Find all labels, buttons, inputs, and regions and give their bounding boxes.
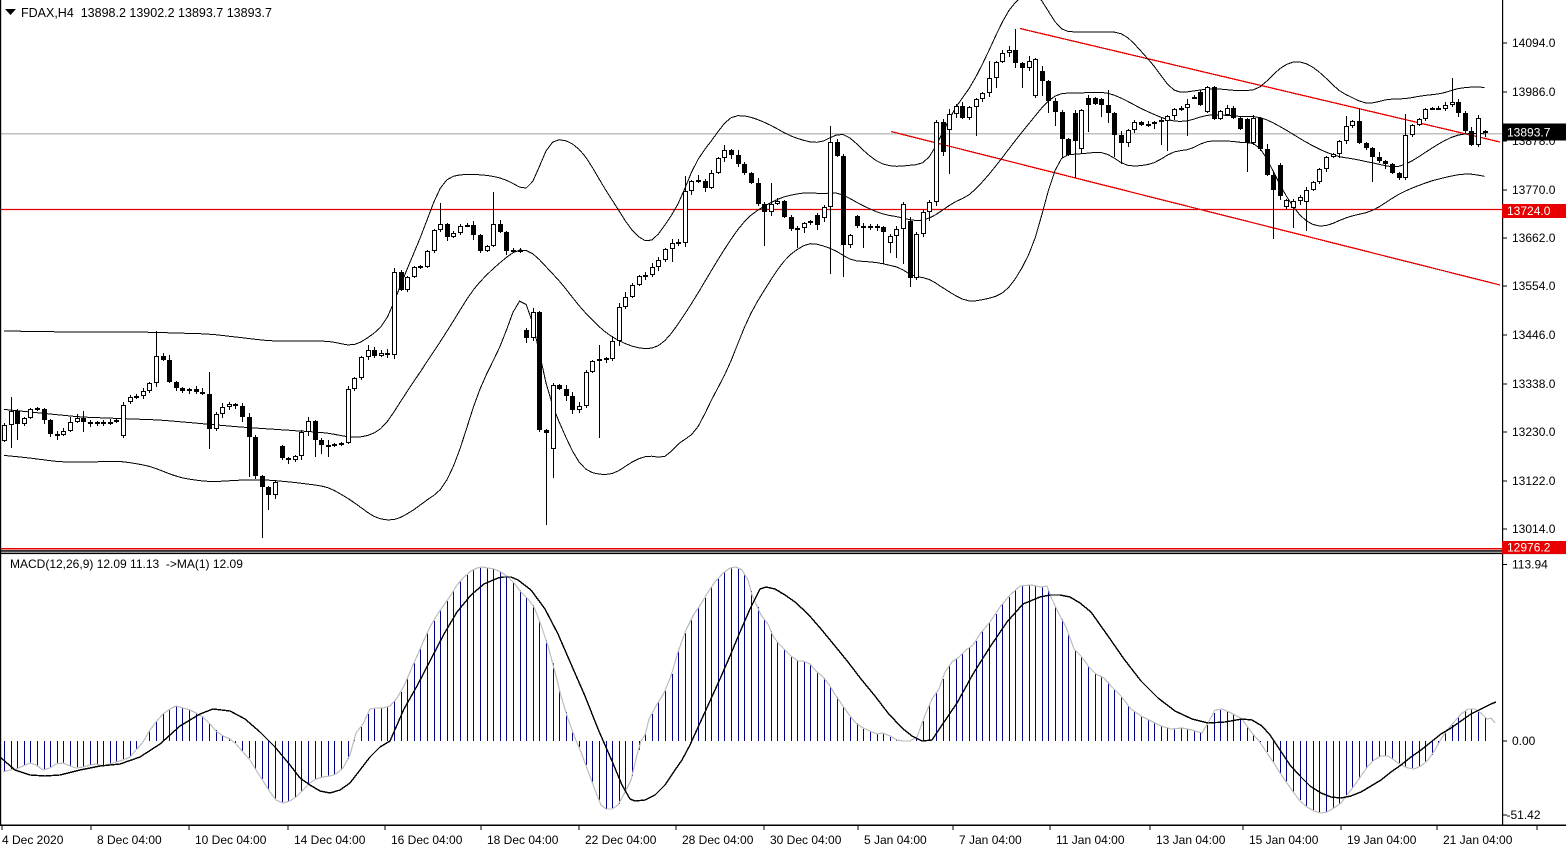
svg-text:113.94: 113.94 — [1512, 558, 1548, 572]
svg-text:18 Dec 04:00: 18 Dec 04:00 — [487, 833, 559, 847]
svg-text:7 Jan 04:00: 7 Jan 04:00 — [959, 833, 1022, 847]
svg-text:0.00: 0.00 — [1512, 734, 1536, 748]
svg-text:12976.2: 12976.2 — [1507, 541, 1551, 555]
svg-text:19 Jan 04:00: 19 Jan 04:00 — [1347, 833, 1417, 847]
svg-text:13770.0: 13770.0 — [1512, 183, 1556, 197]
svg-text:14094.0: 14094.0 — [1512, 36, 1556, 50]
svg-text:MACD(12,26,9) 12.09 11.13 ->M: MACD(12,26,9) 12.09 11.13 ->MA(1) 12.09 — [10, 557, 243, 571]
svg-text:-51.42: -51.42 — [1507, 808, 1541, 822]
svg-text:13724.0: 13724.0 — [1507, 204, 1551, 218]
svg-text:13893.7: 13893.7 — [1507, 126, 1551, 140]
svg-text:13230.0: 13230.0 — [1512, 425, 1556, 439]
svg-text:13014.0: 13014.0 — [1512, 522, 1556, 536]
svg-text:13 Jan 04:00: 13 Jan 04:00 — [1156, 833, 1226, 847]
svg-text:15 Jan 04:00: 15 Jan 04:00 — [1249, 833, 1319, 847]
svg-text:11 Jan 04:00: 11 Jan 04:00 — [1056, 833, 1125, 847]
svg-text:13554.0: 13554.0 — [1512, 279, 1556, 293]
svg-text:13122.0: 13122.0 — [1512, 474, 1556, 488]
svg-text:13446.0: 13446.0 — [1512, 328, 1556, 342]
svg-text:8 Dec 04:00: 8 Dec 04:00 — [97, 833, 162, 847]
svg-text:4 Dec 2020: 4 Dec 2020 — [2, 833, 64, 847]
svg-text:13338.0: 13338.0 — [1512, 377, 1556, 391]
svg-text:13662.0: 13662.0 — [1512, 231, 1556, 245]
svg-text:16 Dec 04:00: 16 Dec 04:00 — [391, 833, 463, 847]
svg-text:FDAX,H4 13898.2 13902.2 13893: FDAX,H4 13898.2 13902.2 13893.7 13893.7 — [21, 6, 272, 20]
svg-text:21 Jan 04:00: 21 Jan 04:00 — [1443, 833, 1513, 847]
svg-text:5 Jan 04:00: 5 Jan 04:00 — [864, 833, 927, 847]
svg-text:30 Dec 04:00: 30 Dec 04:00 — [770, 833, 842, 847]
svg-text:14 Dec 04:00: 14 Dec 04:00 — [294, 833, 366, 847]
svg-text:28 Dec 04:00: 28 Dec 04:00 — [682, 833, 754, 847]
svg-text:22 Dec 04:00: 22 Dec 04:00 — [585, 833, 657, 847]
svg-text:13986.0: 13986.0 — [1512, 85, 1556, 99]
svg-text:10 Dec 04:00: 10 Dec 04:00 — [195, 833, 267, 847]
